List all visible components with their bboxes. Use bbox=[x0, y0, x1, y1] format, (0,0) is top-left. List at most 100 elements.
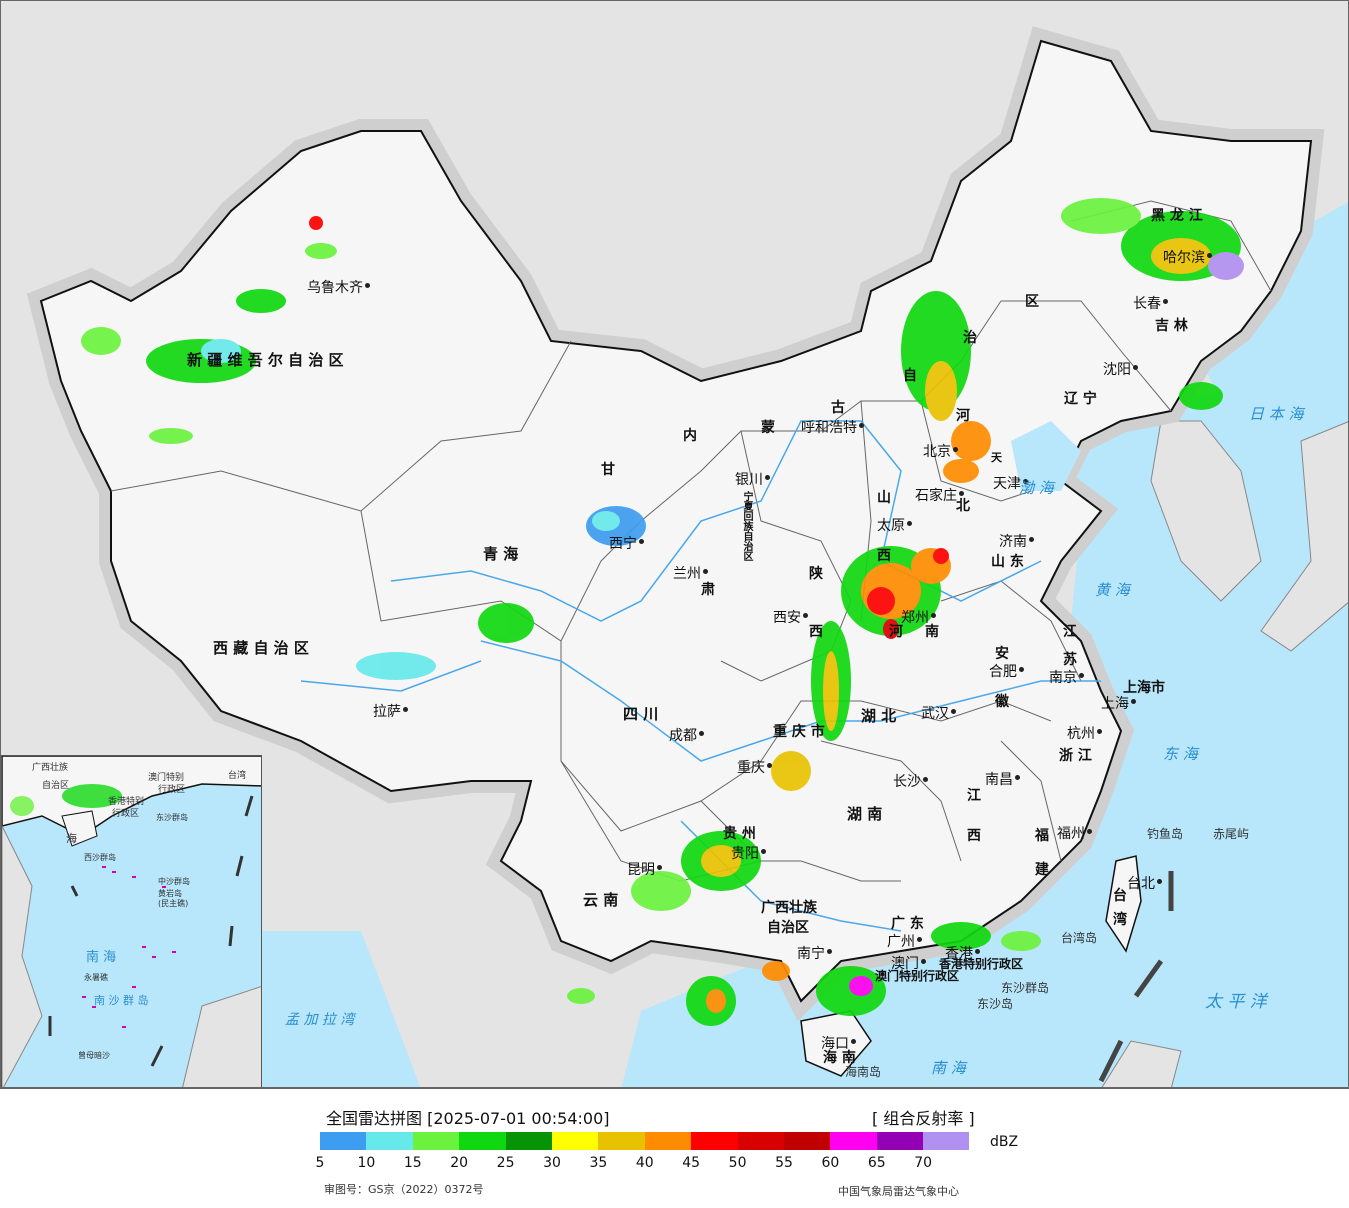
province-label-neimenggu1: 内 bbox=[683, 428, 697, 444]
city-label-xining: 西宁 bbox=[609, 536, 637, 552]
color-swatch-3 bbox=[459, 1132, 506, 1150]
province-label-jiangsu2: 苏 bbox=[1063, 652, 1077, 668]
province-label-hainan: 海 南 bbox=[823, 1050, 856, 1066]
city-label-harbin: 哈尔滨 bbox=[1163, 250, 1205, 266]
map-approval-number: 审图号：GS京（2022）0372号 bbox=[324, 1183, 484, 1196]
radar-echoes bbox=[81, 198, 1244, 1026]
color-swatch-13 bbox=[923, 1132, 970, 1150]
sea-label-pacific: 太 平 洋 bbox=[1205, 992, 1267, 1012]
city-marker-yinchuan bbox=[765, 475, 770, 480]
inset-zhongsha-label: 中沙群岛 bbox=[158, 877, 190, 886]
city-marker-hongkong bbox=[975, 949, 980, 954]
province-label-liaoning: 辽 宁 bbox=[1064, 391, 1097, 407]
island-label-taiwan-island: 台湾岛 bbox=[1061, 931, 1098, 945]
city-label-nanchang: 南昌 bbox=[985, 772, 1013, 788]
province-label-taiwan2: 湾 bbox=[1113, 912, 1127, 928]
city-marker-chengdu bbox=[699, 731, 704, 736]
color-swatch-4 bbox=[505, 1132, 552, 1150]
city-label-guangzhou: 广州 bbox=[887, 934, 915, 950]
city-label-changsha: 长沙 bbox=[893, 774, 921, 790]
city-marker-hohhot bbox=[859, 423, 864, 428]
inset-macau2-label: 行政区 bbox=[158, 785, 186, 795]
legend-title: 全国雷达拼图 [2025-07-01 00:54:00] bbox=[326, 1109, 610, 1128]
color-swatch-5 bbox=[551, 1132, 599, 1150]
inset-huangyan-label: 黄岩岛 bbox=[158, 889, 182, 898]
province-label-xinjiang: 新 疆 维 吾 尔 自 治 区 bbox=[187, 351, 344, 369]
city-label-chengdu: 成都 bbox=[669, 728, 697, 744]
scale-tick: 65 bbox=[867, 1155, 886, 1171]
province-label-anhui2: 徽 bbox=[995, 694, 1009, 710]
province-label-hunan: 湖 南 bbox=[847, 805, 883, 823]
province-label-chongqing: 重 庆 市 bbox=[773, 724, 825, 740]
inset-guangxi-label: 广西壮族 bbox=[32, 763, 69, 773]
sea-label-japan-sea: 日 本 海 bbox=[1249, 405, 1304, 423]
province-label-neimenggu6: 区 bbox=[1025, 294, 1039, 310]
province-label-guizhou: 贵 州 bbox=[723, 826, 756, 842]
city-marker-nanjing bbox=[1079, 673, 1084, 678]
scale-tick: 45 bbox=[682, 1155, 701, 1171]
province-label-guangxi2: 自治区 bbox=[767, 920, 809, 936]
radar-map[interactable]: 新 疆 维 吾 尔 自 治 区西 藏 自 治 区青 海甘肃内蒙古自治区黑 龙 江… bbox=[0, 0, 1349, 1088]
city-marker-kunming bbox=[657, 865, 662, 870]
province-label-hubei: 湖 北 bbox=[861, 707, 897, 725]
legend-panel: 全国雷达拼图 [2025-07-01 00:54:00] [ 组合反射率 ] d… bbox=[0, 1088, 1349, 1208]
color-swatch-2 bbox=[412, 1132, 460, 1150]
inset-gx2-label: 自治区 bbox=[42, 781, 70, 791]
city-marker-shenyang bbox=[1133, 365, 1138, 370]
city-label-shijiazhuang: 石家庄 bbox=[915, 488, 957, 504]
province-label-jiangsu1: 江 bbox=[1063, 624, 1077, 640]
province-label-shaanxi2: 西 bbox=[809, 624, 823, 640]
island-label-dongsha-islands: 东沙群岛 bbox=[1001, 981, 1050, 995]
city-marker-hangzhou bbox=[1097, 729, 1102, 734]
province-label-fujian1: 福 bbox=[1035, 828, 1049, 844]
city-label-taiyuan: 太原 bbox=[877, 518, 905, 534]
inset-dongsha-label: 东沙群岛 bbox=[156, 813, 188, 822]
inset-minzhu-label: (民主礁) bbox=[158, 899, 189, 908]
province-label-heilongjiang: 黑 龙 江 bbox=[1151, 208, 1203, 224]
scale-tick: 25 bbox=[496, 1155, 515, 1171]
island-label-chiwei: 赤尾屿 bbox=[1213, 827, 1250, 841]
city-marker-beijing bbox=[953, 447, 958, 452]
color-swatch-7 bbox=[644, 1132, 692, 1150]
inset-xisha-label: 西沙群岛 bbox=[84, 853, 116, 862]
sea-bengal bbox=[231, 931, 421, 1087]
city-label-xian: 西安 bbox=[773, 610, 801, 626]
scale-tick: 35 bbox=[589, 1155, 608, 1171]
inset-macau-label: 澳门特别 bbox=[148, 773, 185, 783]
china-landmass bbox=[39, 39, 1313, 1003]
city-marker-xian bbox=[803, 613, 808, 618]
province-label-neimenggu2: 蒙 bbox=[761, 420, 775, 436]
taiwan-island-shape bbox=[1105, 855, 1142, 953]
sea-label-east-sea: 东 海 bbox=[1163, 745, 1198, 763]
agency-credit: 中国气象局雷达气象中心 bbox=[838, 1185, 959, 1198]
city-marker-wuhan bbox=[951, 709, 956, 714]
city-marker-jinan bbox=[1029, 537, 1034, 542]
city-label-wuhan: 武汉 bbox=[921, 706, 949, 722]
city-marker-nanchang bbox=[1015, 775, 1020, 780]
province-label-neimenggu3: 古 bbox=[831, 400, 845, 416]
city-label-nanning: 南宁 bbox=[797, 946, 825, 962]
province-label-jiangxi2: 西 bbox=[967, 828, 981, 844]
south-sea-inset-map: 南 海 台湾海中沙群岛 黄岩岛 (民主礁) 西沙群岛南 沙 群 岛 永暑礁 曾母暗沙 东沙群岛… bbox=[1, 755, 262, 1087]
color-swatch-8 bbox=[691, 1132, 738, 1150]
philippines-land bbox=[1101, 1040, 1182, 1087]
city-marker-zhengzhou bbox=[931, 613, 936, 618]
city-label-hangzhou: 杭州 bbox=[1067, 726, 1095, 742]
city-marker-tianjin bbox=[1023, 479, 1028, 484]
city-marker-fuzhou bbox=[1087, 829, 1092, 834]
city-label-hefei: 合肥 bbox=[989, 664, 1017, 680]
city-marker-taipei bbox=[1157, 879, 1162, 884]
scale-tick: 10 bbox=[357, 1155, 376, 1171]
province-label-xizang: 西 藏 自 治 区 bbox=[213, 639, 309, 657]
city-label-fuzhou: 福州 bbox=[1057, 826, 1085, 842]
province-label-jilin: 吉 林 bbox=[1155, 318, 1188, 334]
inset-canvas bbox=[2, 756, 261, 1087]
province-label-neimenggu5: 治 bbox=[963, 330, 977, 346]
inset-hk-label: 香港特别 bbox=[108, 797, 145, 807]
scale-tick: 15 bbox=[403, 1155, 422, 1171]
inset-hainan-label: 海 bbox=[66, 832, 77, 845]
province-label-shanghai: 上海市 bbox=[1123, 680, 1165, 696]
city-label-tianjin: 天津 bbox=[993, 476, 1021, 492]
province-label-shandong: 山 东 bbox=[991, 554, 1024, 570]
bohai-sea bbox=[1011, 421, 1081, 491]
